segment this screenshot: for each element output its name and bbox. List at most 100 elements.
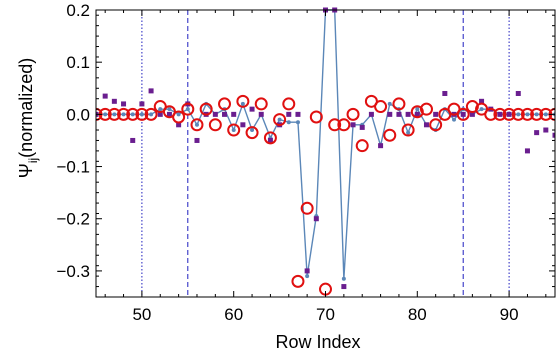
plot-border (95, 9, 556, 298)
circle-series-point (144, 107, 158, 121)
x-tick-label: 80 (408, 305, 427, 324)
circle-series-point (337, 118, 351, 132)
line-series-point (341, 276, 346, 281)
square-series-point (304, 268, 310, 274)
x-tick-label: 60 (224, 305, 243, 324)
plot-frame (95, 9, 556, 298)
line-series-point (121, 112, 126, 117)
line-series-point (305, 274, 310, 279)
square-series-point (387, 111, 393, 117)
square-series-point (295, 111, 301, 117)
circle-series-point (117, 107, 131, 121)
square-series-point (148, 88, 154, 94)
line-series-point (149, 112, 154, 117)
line-series-point (139, 112, 144, 117)
circle-series-point (392, 97, 406, 111)
square-series-point (212, 111, 218, 117)
circle-series-point (511, 107, 525, 121)
circle-series-point (355, 139, 369, 153)
circle-series-point (107, 107, 121, 121)
circle-series-point (236, 94, 250, 108)
line-series-point (452, 117, 457, 122)
line-series-point (286, 120, 291, 125)
square-series-point (130, 137, 136, 143)
vertical-reference-lines (141, 10, 510, 297)
x-tick-label: 70 (316, 305, 335, 324)
square-series-point (552, 132, 555, 138)
x-tick-label: 50 (132, 305, 151, 324)
circle-series-point (530, 107, 544, 121)
circle-series-point (456, 107, 470, 121)
square-series-point (102, 93, 108, 99)
square-series-point (414, 111, 420, 117)
circle-series-point (493, 107, 507, 121)
square-series-point (378, 143, 384, 149)
y-tick-label: −0.2 (56, 210, 90, 229)
square-series-point (194, 137, 200, 143)
square-series-point (341, 284, 347, 290)
line-series-point (543, 112, 548, 117)
circle-series-point (135, 107, 149, 121)
line-series-point (130, 112, 135, 117)
circle-series-point (383, 128, 397, 142)
line-series-point (194, 122, 199, 127)
square-series-point (166, 111, 172, 117)
line-series-point (525, 112, 530, 117)
line-series-point (185, 107, 190, 112)
square-series-point (506, 111, 512, 117)
line-series-point (479, 107, 484, 112)
circle-series-point (199, 102, 213, 116)
circle-series-point (401, 123, 415, 137)
line-series-point (295, 120, 300, 125)
line-series-point (176, 112, 181, 117)
square-series-point (231, 111, 237, 117)
square-series-point (524, 148, 530, 154)
square-series-point (286, 111, 292, 117)
square-series-point (359, 124, 365, 130)
line-series-point (277, 117, 282, 122)
y-tick-label: 0.2 (66, 1, 90, 20)
circle-series-point (419, 102, 433, 116)
circle-series-point (328, 118, 342, 132)
data-series (96, 7, 555, 296)
square-series-point (350, 122, 356, 128)
square-series-point (479, 98, 485, 104)
line-series-point (112, 112, 117, 117)
circle-series-point (484, 107, 498, 121)
line-series-point (415, 107, 420, 112)
square-series-point (515, 90, 521, 96)
y-tick-label: −0.1 (56, 158, 90, 177)
y-axis-label-symbol: Ψ (16, 163, 36, 178)
circle-series-point (282, 97, 296, 111)
line-series-point (387, 101, 392, 106)
circle-series-point (309, 110, 323, 124)
circle-series-point (172, 110, 186, 124)
square-series-point (313, 216, 319, 222)
line-series-point (103, 112, 108, 117)
circle-series-point (520, 107, 534, 121)
circle-series-point (263, 131, 277, 145)
circle-series-point (245, 126, 259, 140)
square-series-point (267, 137, 273, 143)
x-axis-label: Row Index (275, 332, 360, 352)
square-series-point (396, 111, 402, 117)
axis-ticks: 50 60 70 80 90 0.2 0.1 0.0 −0.1 −0.2 −0.3 (56, 1, 555, 324)
circle-series-point (181, 102, 195, 116)
square-series-point (497, 111, 503, 117)
square-series-point (240, 122, 246, 128)
y-tick-label: −0.3 (56, 262, 90, 281)
square-series-point (176, 122, 182, 128)
line-series-point (250, 128, 255, 133)
square-series-point (249, 106, 255, 112)
square-series-point (543, 127, 549, 133)
square-series-point (442, 90, 448, 96)
circle-series-point (126, 107, 140, 121)
square-series-point (460, 111, 466, 117)
square-series-point (423, 122, 429, 128)
circle-series-point (254, 97, 268, 111)
circle-series-point (208, 118, 222, 132)
line-series-point (240, 101, 245, 106)
y-tick-label: 0.0 (66, 105, 90, 124)
circle-series-point (346, 107, 360, 121)
